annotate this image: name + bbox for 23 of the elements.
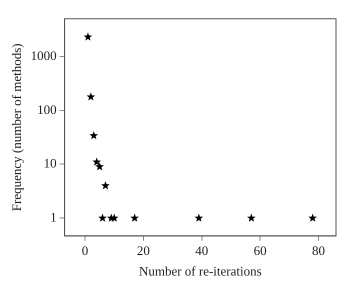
point — [86, 92, 96, 100]
x-axis-title: Number of re-iterations — [138, 264, 262, 279]
point — [84, 32, 92, 41]
y-axis-title: Frequency (number of methods) — [9, 43, 24, 212]
point — [101, 181, 110, 190]
y-tick-label: 100 — [37, 102, 57, 117]
y-tick-label: 1000 — [30, 48, 57, 63]
x-tick-label: 60 — [254, 243, 267, 258]
point — [95, 162, 104, 170]
point — [247, 214, 256, 222]
point — [90, 131, 98, 140]
point — [110, 214, 118, 222]
x-tick-label: 0 — [82, 243, 88, 258]
point — [308, 214, 317, 222]
point — [98, 214, 107, 222]
x-tick-label: 80 — [312, 243, 325, 258]
x-tick-label: 40 — [195, 243, 208, 258]
point — [130, 214, 139, 222]
point — [194, 214, 204, 222]
y-tick-label: 1 — [50, 210, 57, 225]
x-tick-label: 20 — [136, 243, 150, 258]
y-tick-label: 10 — [44, 156, 57, 171]
point — [92, 158, 101, 166]
